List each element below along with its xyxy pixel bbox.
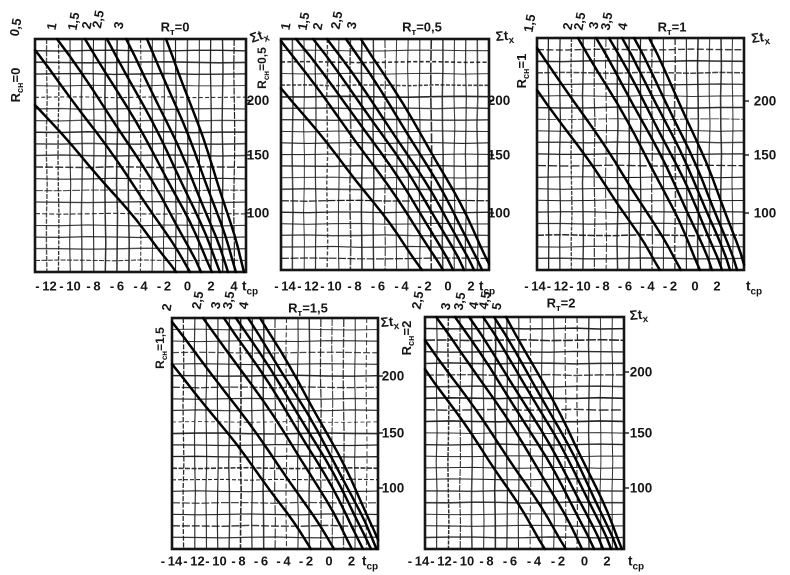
svg-text:2: 2 [310, 21, 326, 31]
svg-text:- 8: - 8 [479, 554, 493, 569]
svg-text:150: 150 [382, 426, 405, 441]
svg-text:5: 5 [489, 301, 505, 311]
svg-text:2: 2 [560, 21, 576, 31]
svg-text:- 10: - 10 [59, 279, 80, 294]
svg-text:0: 0 [325, 554, 332, 569]
svg-text:1: 1 [278, 21, 294, 31]
svg-text:3: 3 [208, 300, 224, 310]
svg-text:2,5: 2,5 [328, 10, 346, 30]
svg-text:- 8: - 8 [86, 279, 100, 294]
svg-text:2,5: 2,5 [571, 11, 589, 31]
svg-text:3,5: 3,5 [451, 291, 469, 311]
svg-text:100: 100 [488, 206, 511, 221]
svg-text:- 2: - 2 [551, 554, 565, 569]
svg-text:100: 100 [382, 481, 405, 496]
svg-text:4: 4 [230, 279, 238, 294]
svg-text:2: 2 [603, 554, 610, 569]
svg-text:- 6: - 6 [254, 554, 268, 569]
svg-text:- 4: - 4 [133, 279, 148, 294]
svg-text:3,5: 3,5 [220, 290, 238, 310]
svg-text:- 2: - 2 [299, 554, 313, 569]
svg-text:150: 150 [754, 148, 777, 163]
svg-text:4,5: 4,5 [476, 290, 494, 310]
svg-text:1,5: 1,5 [521, 13, 539, 33]
svg-text:3: 3 [438, 301, 454, 311]
svg-text:- 12: - 12 [547, 279, 568, 294]
svg-text:3: 3 [586, 20, 602, 30]
svg-text:Rсн=0: Rсн=0 [8, 68, 25, 103]
svg-text:- 12: - 12 [183, 554, 204, 569]
svg-text:0: 0 [444, 279, 451, 294]
svg-text:2: 2 [713, 279, 720, 294]
svg-text:150: 150 [488, 148, 511, 163]
svg-text:Rт=1: Rт=1 [658, 20, 687, 39]
svg-text:Rсн=0,5: Rсн=0,5 [255, 47, 271, 89]
svg-text:- 14: - 14 [408, 554, 430, 569]
svg-text:2: 2 [159, 302, 175, 312]
svg-text:1,5: 1,5 [295, 11, 313, 31]
svg-text:2: 2 [207, 279, 214, 294]
svg-text:0: 0 [581, 554, 588, 569]
svg-text:- 6: - 6 [110, 279, 124, 294]
svg-text:- 8: - 8 [347, 279, 361, 294]
svg-text:4: 4 [615, 21, 631, 31]
svg-text:100: 100 [247, 206, 270, 221]
svg-text:Rсн=2: Rсн=2 [399, 321, 416, 356]
svg-text:Rсн=1,5: Rсн=1,5 [153, 327, 169, 369]
svg-text:2,5: 2,5 [189, 290, 207, 310]
svg-text:- 6: - 6 [618, 279, 632, 294]
svg-text:2,5: 2,5 [89, 9, 107, 29]
svg-text:100: 100 [754, 206, 777, 221]
svg-text:- 14: - 14 [274, 279, 296, 294]
svg-text:- 14: - 14 [161, 554, 183, 569]
svg-text:200: 200 [630, 365, 653, 380]
svg-text:- 2: - 2 [157, 279, 171, 294]
svg-text:3: 3 [344, 20, 360, 30]
svg-text:2: 2 [467, 279, 474, 294]
svg-text:- 10: - 10 [205, 554, 226, 569]
svg-text:- 6: - 6 [371, 279, 385, 294]
svg-text:2: 2 [348, 554, 355, 569]
svg-text:- 12: - 12 [430, 554, 451, 569]
svg-text:150: 150 [247, 148, 270, 163]
svg-text:2: 2 [79, 20, 95, 30]
svg-text:- 4: - 4 [276, 554, 291, 569]
svg-text:0,5: 0,5 [7, 17, 25, 37]
svg-text:3,5: 3,5 [598, 11, 616, 31]
svg-text:- 8: - 8 [231, 554, 245, 569]
svg-text:- 4: - 4 [527, 554, 542, 569]
svg-text:4: 4 [236, 300, 252, 310]
svg-text:- 12: - 12 [297, 279, 318, 294]
svg-text:- 10: - 10 [453, 554, 474, 569]
svg-text:Rт=2: Rт=2 [547, 296, 576, 315]
svg-text:- 12: - 12 [35, 279, 56, 294]
svg-text:Rсн=1: Rсн=1 [514, 54, 531, 89]
svg-text:- 2: - 2 [663, 279, 677, 294]
svg-text:3: 3 [111, 20, 127, 30]
svg-text:- 4: - 4 [640, 279, 655, 294]
svg-text:4: 4 [466, 300, 482, 310]
svg-text:- 14: - 14 [524, 279, 546, 294]
svg-text:- 10: - 10 [320, 279, 341, 294]
svg-text:Rт=0: Rт=0 [161, 20, 190, 39]
svg-text:- 2: - 2 [417, 279, 431, 294]
svg-text:- 6: - 6 [503, 554, 517, 569]
svg-text:2,5: 2,5 [409, 290, 427, 310]
svg-text:150: 150 [630, 426, 653, 441]
svg-text:100: 100 [630, 481, 653, 496]
svg-text:0: 0 [184, 279, 191, 294]
svg-text:1,5: 1,5 [65, 11, 83, 31]
svg-text:200: 200 [382, 369, 405, 384]
svg-text:200: 200 [754, 94, 777, 109]
svg-text:200: 200 [488, 93, 511, 108]
svg-text:0: 0 [691, 279, 698, 294]
svg-text:1: 1 [44, 21, 60, 31]
svg-text:200: 200 [247, 93, 270, 108]
svg-text:- 8: - 8 [595, 279, 609, 294]
svg-text:- 10: - 10 [569, 279, 590, 294]
svg-text:- 4: - 4 [394, 279, 409, 294]
